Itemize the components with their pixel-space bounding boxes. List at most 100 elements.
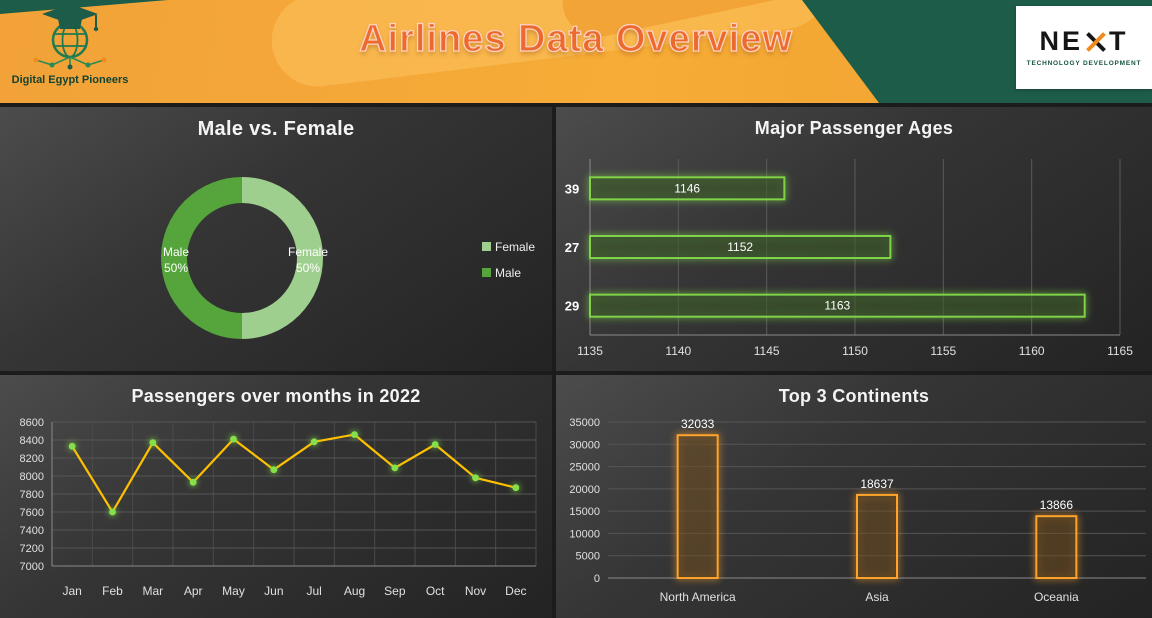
data-marker [310,438,318,446]
data-marker [512,484,520,492]
chart-title-ages: Major Passenger Ages [754,118,954,138]
svg-text:7200: 7200 [20,543,44,555]
age-bar [589,176,786,201]
svg-text:May: May [222,584,245,598]
svg-text:Aug: Aug [344,584,365,598]
svg-text:North America: North America [660,590,736,604]
continent-bar [1035,515,1078,579]
next-brand-t: T [1109,26,1129,56]
svg-text:5000: 5000 [576,551,600,563]
svg-text:8000: 8000 [20,471,44,483]
header: Digital Egypt Pioneers Airlines Data Ove… [0,0,1152,103]
svg-text:32033: 32033 [681,417,715,431]
svg-text:29: 29 [565,299,579,314]
donut-svg: Female 50% Male 50% Female Male [161,177,535,339]
svg-text:1140: 1140 [665,344,691,358]
donut-slice-female [241,177,323,339]
svg-text:30000: 30000 [569,439,600,451]
svg-text:7000: 7000 [20,561,44,573]
svg-text:1160: 1160 [1019,344,1045,358]
svg-text:Asia: Asia [865,590,889,604]
dep-globe-cap-icon [33,4,107,70]
svg-text:Apr: Apr [184,584,203,598]
data-marker [230,435,237,443]
svg-text:1163: 1163 [824,299,850,313]
svg-text:1145: 1145 [754,344,780,358]
data-marker [270,466,278,474]
svg-text:1135: 1135 [577,344,603,358]
data-marker [472,474,479,482]
svg-text:18637: 18637 [860,477,894,491]
svg-text:15000: 15000 [569,506,600,518]
chart-title-continents: Top 3 Continents [778,386,930,406]
svg-text:35000: 35000 [569,417,600,429]
months-line-chart[interactable]: 7000 7200 7400 7600 7800 8000 8200 8400 8600 Jan F… [0,415,552,618]
digital-egypt-pioneers-logo: Digital Egypt Pioneers [8,2,132,86]
svg-text:Dec: Dec [505,584,526,598]
ages-bar-chart[interactable]: 1135 1140 1145 1150 1155 1160 1165 1146 39 1152 27… [556,147,1152,371]
svg-text:7400: 7400 [20,525,44,537]
legend-swatch [482,268,491,277]
svg-text:Female: Female [495,240,535,254]
panel-passenger-ages: Major Passenger Ages 1135 1140 1145 1150 115… [556,107,1152,371]
passengers-line [71,433,517,514]
data-marker [351,431,358,438]
svg-text:39: 39 [565,181,579,196]
svg-text:27: 27 [565,240,579,255]
continent-bar [676,434,719,579]
svg-text:8600: 8600 [20,417,44,429]
svg-text:8400: 8400 [20,435,44,447]
data-marker [149,439,157,447]
svg-text:50%: 50% [296,261,320,275]
svg-text:Jun: Jun [264,584,283,598]
svg-text:8200: 8200 [20,453,44,465]
svg-text:Jul: Jul [306,584,321,598]
page-title: Airlines Data Overview [358,17,793,60]
svg-text:Feb: Feb [102,584,123,598]
svg-text:Male: Male [163,245,189,259]
vbar-svg: 0 5000 10000 15000 20000 25000 30000 35000 32033… [569,417,1146,604]
svg-text:Female: Female [288,245,328,259]
svg-text:10000: 10000 [569,528,600,540]
svg-text:Oct: Oct [426,584,445,598]
gender-donut-chart[interactable]: Female 50% Male 50% Female Male [0,147,552,371]
continent-bar [856,493,898,579]
svg-text:Nov: Nov [465,584,486,598]
next-logo: NE T TECHNOLOGY DEVELOPMENT [1016,6,1152,89]
data-marker [68,442,76,450]
next-brand-ne: NE [1039,26,1083,56]
data-marker [431,441,439,448]
svg-text:0: 0 [594,573,600,585]
svg-text:Oceania: Oceania [1034,590,1079,604]
svg-text:1152: 1152 [727,240,753,254]
svg-text:1146: 1146 [674,181,700,195]
hbar-svg: 1135 1140 1145 1150 1155 1160 1165 1146 39 1152 27… [565,159,1133,358]
svg-text:Jan: Jan [62,584,81,598]
line-svg: 7000 7200 7400 7600 7800 8000 8200 8400 8600 Jan F… [20,417,537,598]
svg-text:Mar: Mar [142,584,163,598]
next-x-glyph [1085,31,1107,53]
panel-male-vs-female: Male vs. Female Female 50% Male 50% Female Ma… [0,107,552,371]
dashboard-grid: Male vs. Female Female 50% Male 50% Female Ma… [0,107,1152,618]
panel-passengers-months: Passengers over months in 2022 7000 7200 7… [0,375,552,618]
chart-title-months: Passengers over months in 2022 [131,386,421,406]
age-bar [589,293,1086,318]
svg-text:Male: Male [495,266,521,280]
svg-text:13866: 13866 [1040,498,1074,512]
donut-slice-male [161,177,243,339]
data-marker [109,508,116,516]
svg-text:7600: 7600 [20,507,44,519]
data-marker [189,478,197,486]
data-marker [391,464,399,472]
age-bar [589,235,892,259]
dep-logo-label: Digital Egypt Pioneers [11,74,129,86]
panel-top-continents: Top 3 Continents 0 5000 10000 15000 20000 250… [556,375,1152,618]
continents-bar-chart[interactable]: 0 5000 10000 15000 20000 25000 30000 35000 32033… [556,415,1152,618]
next-logo-subtitle: TECHNOLOGY DEVELOPMENT [1026,60,1142,67]
svg-text:7800: 7800 [20,489,44,501]
chart-title-gender: Male vs. Female [197,118,355,140]
svg-text:1165: 1165 [1107,344,1133,358]
svg-text:20000: 20000 [569,484,600,496]
svg-text:50%: 50% [164,261,188,275]
